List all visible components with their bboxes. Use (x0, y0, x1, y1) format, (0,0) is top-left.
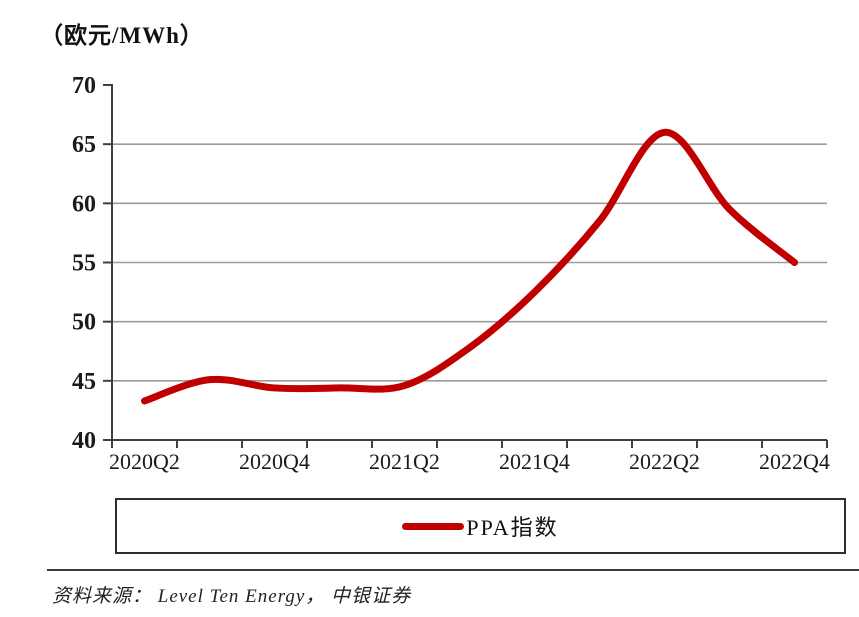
legend-series-label: PPA指数 (466, 515, 559, 540)
source-text: 资料来源： Level Ten Energy， 中银证券 (52, 586, 412, 607)
ppa-index-line-chart: 40 45 50 55 60 65 70 2020Q2 2020Q4 2021Q2 2021Q4 20… (72, 73, 830, 474)
x-axis-label: 2020Q4 (239, 449, 310, 474)
legend-box: PPA指数 (115, 498, 846, 554)
y-axis-label: 70 (72, 73, 96, 99)
y-axis-label: 55 (72, 251, 96, 277)
legend-line-icon (402, 522, 465, 530)
source-divider (47, 569, 859, 571)
y-axis-label: 40 (72, 428, 96, 454)
x-axis-label: 2022Q4 (759, 449, 830, 474)
x-axis-label: 2020Q2 (109, 449, 180, 474)
y-axis-label: 50 (72, 310, 96, 336)
x-axis-label: 2021Q2 (369, 449, 440, 474)
unit-label: （欧元/MWh） (40, 23, 204, 48)
x-axis-label: 2022Q2 (629, 449, 700, 474)
y-axis-label: 65 (72, 132, 96, 158)
x-axis-label: 2021Q4 (499, 449, 570, 474)
series-line-ppa-index (141, 128, 798, 405)
y-axis-label: 60 (72, 191, 96, 217)
y-axis-label: 45 (72, 369, 96, 395)
